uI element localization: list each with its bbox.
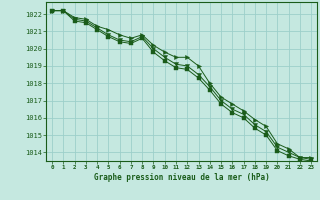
X-axis label: Graphe pression niveau de la mer (hPa): Graphe pression niveau de la mer (hPa) [94, 173, 269, 182]
